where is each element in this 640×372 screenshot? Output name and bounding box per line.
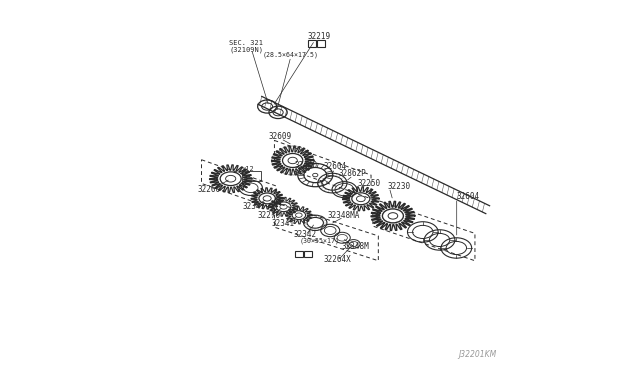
Text: 32609: 32609 xyxy=(268,132,291,141)
Bar xyxy=(317,40,326,47)
Text: (30×55×17): (30×55×17) xyxy=(300,237,339,244)
Text: 32270: 32270 xyxy=(257,211,280,219)
Bar xyxy=(305,250,312,257)
Text: 32264X: 32264X xyxy=(324,255,351,264)
Text: 32219: 32219 xyxy=(308,32,331,41)
Text: 32342: 32342 xyxy=(294,230,317,238)
Text: x12: x12 xyxy=(242,166,255,171)
Text: (32109N): (32109N) xyxy=(229,46,263,52)
Text: 32341: 32341 xyxy=(272,219,295,228)
Text: 32440: 32440 xyxy=(294,161,317,170)
Bar xyxy=(242,171,260,181)
Text: 32862P: 32862P xyxy=(339,169,367,178)
Text: SEC. 321: SEC. 321 xyxy=(229,40,263,46)
Text: 32347: 32347 xyxy=(242,202,265,211)
Text: J32201KM: J32201KM xyxy=(459,350,497,359)
Text: 32348MA: 32348MA xyxy=(328,211,360,219)
Bar xyxy=(295,250,303,257)
Text: 32250: 32250 xyxy=(358,179,381,187)
Text: 32604: 32604 xyxy=(323,162,346,171)
Text: (28.5×64×17.5): (28.5×64×17.5) xyxy=(263,51,319,58)
Bar xyxy=(308,40,316,47)
Text: 32348M: 32348M xyxy=(342,242,369,251)
Text: 32604: 32604 xyxy=(457,192,480,201)
Text: 32260: 32260 xyxy=(197,185,220,194)
Text: 32230: 32230 xyxy=(387,182,411,190)
